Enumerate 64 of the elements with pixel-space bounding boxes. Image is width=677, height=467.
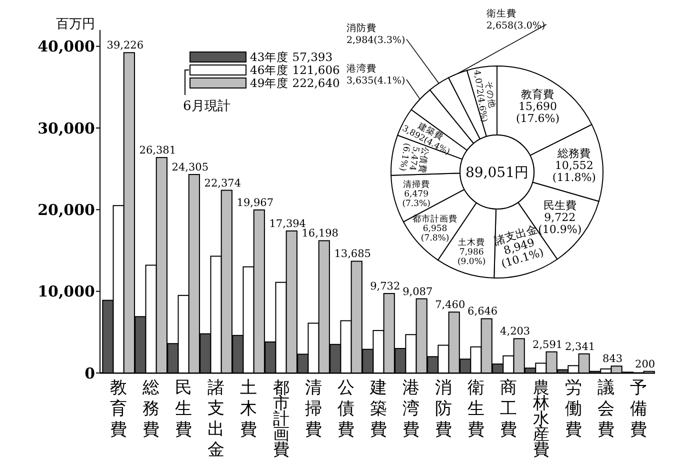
- x-tick-label: 予備費: [630, 378, 647, 440]
- data-label: 22,374: [204, 177, 242, 190]
- slice-label: 土木費: [458, 237, 486, 248]
- x-tick-label: 諸支出金: [208, 378, 225, 460]
- y-tick-label: 30,000: [38, 119, 95, 138]
- x-tick-label: 港湾費: [402, 378, 420, 440]
- data-label: 7,460: [435, 299, 466, 312]
- data-label: 2,591: [532, 338, 563, 351]
- x-tick-label: 公債費: [338, 378, 355, 440]
- slice-label: 民生費: [543, 199, 576, 212]
- data-label: 2,658(3.0%): [486, 20, 546, 32]
- data-label: 39,226: [106, 40, 144, 52]
- data-label: 13,685: [334, 248, 371, 260]
- x-tick-label: 土木費: [240, 378, 258, 440]
- data-label: 26,381: [139, 144, 176, 157]
- data-label: 9,722(10.9%): [538, 211, 582, 236]
- data-label: 19,967: [236, 196, 274, 209]
- slice-label: 教育費: [521, 88, 554, 101]
- annotation: 89,051円: [466, 164, 528, 181]
- slice-label: 消防費: [346, 22, 376, 34]
- data-label: 4,203: [500, 326, 530, 338]
- data-label: 17,394: [269, 218, 306, 230]
- legend-label: 49年度 222,640: [250, 76, 340, 90]
- legend-label: 46年度 121,606: [250, 63, 340, 77]
- x-tick-label: 消防費: [434, 378, 452, 440]
- data-label: 16,198: [302, 228, 339, 240]
- data-label: 843: [602, 353, 623, 366]
- y-tick-label: 0: [84, 364, 95, 382]
- data-label: 2,984(3.3%): [346, 35, 406, 46]
- data-label: 15,690(17.6%): [516, 100, 560, 125]
- slice-label: 総務費: [556, 146, 591, 160]
- data-label: 2,341: [565, 340, 596, 353]
- slice-label: 港湾費: [346, 62, 376, 74]
- x-tick-label: 建築費: [369, 378, 387, 440]
- data-label: 6,646: [468, 306, 498, 318]
- data-label: 24,305: [172, 162, 209, 174]
- data-label: 200: [635, 358, 656, 370]
- x-tick-label: 商工費: [500, 378, 517, 440]
- slice-label: 衛生費: [486, 7, 516, 20]
- y-tick-label: 20,000: [38, 200, 95, 219]
- data-label: 3,635(4.1%): [346, 75, 406, 86]
- data-label: 9,732: [370, 280, 400, 293]
- data-label: 6,479(7.3%): [402, 189, 430, 209]
- x-tick-label: 総務費: [142, 378, 160, 440]
- slice-label: 都市計画費: [412, 213, 458, 224]
- y-tick-label: 10,000: [38, 282, 95, 301]
- data-label: 6,958(7.8%): [420, 224, 450, 244]
- y-axis-title: 百万円: [56, 17, 95, 32]
- x-tick-label: 教育費: [110, 378, 128, 440]
- annotation: 6月現計: [183, 99, 230, 114]
- x-tick-label: 民生費: [175, 378, 192, 440]
- data-label: 4,072(4.6%): [471, 69, 489, 123]
- x-tick-label: 清掃費: [305, 378, 322, 440]
- x-tick-label: 農林水産費: [532, 378, 549, 459]
- data-label: 9,087: [402, 286, 433, 298]
- data-label: 10,552(11.8%): [552, 158, 596, 184]
- slice-label: 清掃費: [402, 178, 430, 190]
- legend-label: 43年度 57,393: [250, 50, 333, 64]
- x-tick-label: 議会費: [597, 378, 614, 440]
- x-tick-label: 労働費: [564, 378, 582, 440]
- y-tick-label: 40,000: [38, 38, 95, 56]
- x-tick-label: 都市計画費: [273, 378, 290, 459]
- x-tick-label: 衛生費: [467, 378, 484, 440]
- data-label: 7,986(9.0%): [457, 248, 486, 268]
